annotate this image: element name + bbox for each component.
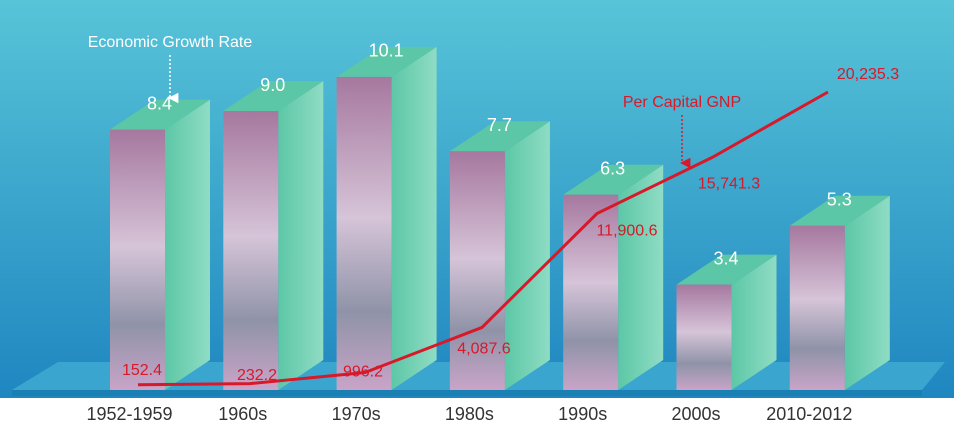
x-tick-label: 1960s — [218, 404, 267, 424]
value-label: 15,741.3 — [698, 176, 760, 193]
value-label: 996.2 — [343, 364, 383, 381]
value-label: 11,900.6 — [596, 223, 657, 240]
bar — [676, 284, 732, 390]
x-tick-label: 1970s — [332, 404, 381, 424]
bar-side — [844, 195, 890, 390]
value-label: 232.2 — [237, 367, 277, 384]
bar-top — [449, 121, 550, 152]
bar — [223, 111, 279, 390]
value-label: 20,235.3 — [837, 66, 899, 83]
annotation: Per Capital GNP — [623, 94, 741, 111]
value-label: 4,087.6 — [457, 341, 510, 358]
line — [137, 90, 829, 387]
bar-top — [563, 164, 664, 195]
value-label: 3.4 — [713, 248, 738, 268]
floor-edge — [12, 390, 922, 396]
bar — [789, 225, 845, 390]
x-tick-label: 2010-2012 — [766, 404, 852, 424]
x-tick-label: 1990s — [558, 404, 607, 424]
value-label: 10.1 — [369, 41, 404, 61]
bar-side — [618, 164, 664, 390]
bar-top — [789, 195, 890, 226]
bar-side — [165, 99, 210, 390]
bars: 8.4 9.0 10.1 7.7 6.3 3.4 5.3 — [110, 41, 890, 391]
value-label: 7.7 — [487, 115, 512, 135]
value-label: 9.0 — [260, 75, 285, 95]
bar-top — [110, 99, 210, 130]
bar-side — [731, 254, 777, 390]
annotation: Economic Growth Rate — [88, 34, 253, 51]
bar-top — [336, 46, 437, 77]
bar — [336, 76, 392, 391]
page-bottom — [0, 398, 954, 430]
x-tick-label: 1980s — [445, 404, 494, 424]
bar-top — [223, 81, 324, 111]
bar-side — [278, 81, 324, 390]
x-tick-label: 2000s — [671, 404, 720, 424]
bar — [449, 151, 505, 390]
bar — [110, 129, 165, 390]
bar-side — [391, 46, 437, 391]
bar-top — [676, 254, 777, 285]
value-label: 152.4 — [122, 362, 162, 379]
bar — [563, 194, 619, 390]
value-label: 6.3 — [600, 158, 625, 178]
value-label: 8.4 — [147, 93, 172, 113]
value-label: 5.3 — [827, 189, 852, 209]
bar-side — [504, 121, 550, 391]
x-tick-label: 1952-1959 — [86, 404, 172, 424]
